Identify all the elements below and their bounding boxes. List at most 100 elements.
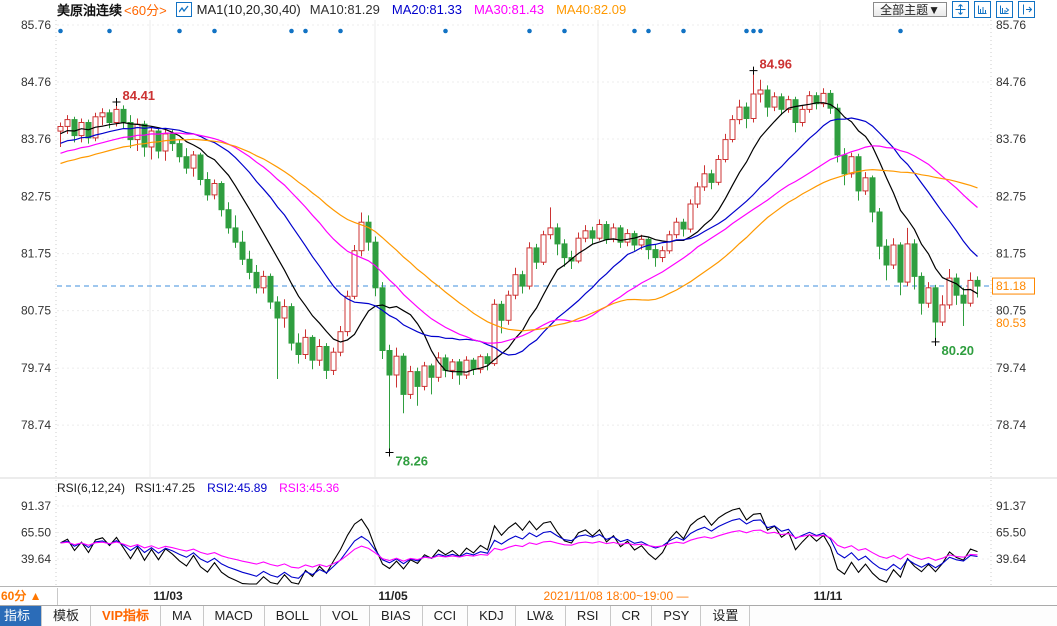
price-axis-label: 78.74 <box>996 418 1026 432</box>
toolbar-tab[interactable]: RSI <box>566 606 611 626</box>
toolbar-tab[interactable]: BIAS <box>370 606 423 626</box>
event-dot <box>338 28 343 34</box>
toolbar-tab[interactable]: LW& <box>516 606 566 626</box>
period-selector[interactable]: 60分 ▲ <box>0 588 58 605</box>
candle <box>862 177 869 192</box>
candle <box>491 303 498 365</box>
chart-header: 美原油连续 <60分> MA1(10,20,30,40) MA10:81.29 M… <box>57 1 638 18</box>
toolbar-tab[interactable]: MA <box>161 606 204 626</box>
candle <box>771 96 778 108</box>
toolbar-tab[interactable]: MACD <box>204 606 265 626</box>
candle <box>211 183 218 196</box>
candle <box>666 234 673 252</box>
candle <box>855 156 862 192</box>
toolbar-tab[interactable]: PSY <box>652 606 702 626</box>
candle <box>267 275 274 303</box>
ma-value-label: MA30:81.43 <box>473 2 545 17</box>
price-axis-label: 83.76 <box>21 132 51 146</box>
candle <box>631 233 638 246</box>
price-rsi-chart: 85.76 85.76 84.76 84.76 83.76 83.76 82.75 82.75… <box>0 18 1057 585</box>
candle <box>638 238 645 246</box>
candle <box>274 301 281 319</box>
candle <box>281 306 288 319</box>
candle <box>365 221 372 243</box>
zoom-vertical-icon[interactable] <box>974 1 991 18</box>
svg-text:81.18: 81.18 <box>996 279 1026 293</box>
candle <box>715 159 722 183</box>
rsi-header: RSI(6,12,24) RSI1:47.25 RSI2:45.89 RSI3:45… <box>57 481 351 495</box>
price-axis-label: 81.75 <box>21 247 51 261</box>
candle <box>400 355 407 395</box>
event-dot <box>562 28 567 34</box>
candle <box>435 357 442 378</box>
toolbar-tab[interactable]: 模板 <box>42 606 92 626</box>
candle <box>813 95 820 105</box>
toolbar-tab[interactable]: KDJ <box>468 606 516 626</box>
candle <box>421 365 428 387</box>
event-dot <box>527 28 532 34</box>
candle <box>386 350 393 376</box>
candle <box>463 359 470 376</box>
ma-value-label: MA20:81.33 <box>391 2 462 17</box>
toolbar-tab[interactable]: VOL <box>321 606 371 626</box>
ma-line <box>60 138 978 332</box>
candle <box>680 221 687 230</box>
time-label: 11/05 <box>378 589 408 603</box>
candle <box>778 96 785 110</box>
event-dot <box>177 28 182 34</box>
candle <box>904 243 911 283</box>
candle <box>617 227 624 243</box>
rsi-line <box>60 529 978 569</box>
candle <box>939 304 946 323</box>
shift-right-icon[interactable] <box>1018 1 1035 18</box>
extreme-marker <box>931 337 940 346</box>
toolbar-tab[interactable]: CR <box>611 606 653 626</box>
pan-crosshair-icon[interactable] <box>952 1 969 18</box>
candle <box>477 356 484 370</box>
event-dot <box>632 28 637 34</box>
indicator-chart-icon[interactable] <box>175 2 192 17</box>
candle <box>575 237 582 262</box>
candle <box>974 279 981 287</box>
toolbar-tab[interactable]: CCI <box>423 606 469 626</box>
candle <box>673 221 680 236</box>
candle <box>204 179 211 196</box>
zoom-horizontal-icon[interactable] <box>996 1 1013 18</box>
toolbar-tab[interactable]: 设置 <box>701 606 751 626</box>
time-axis: 60分 ▲ 11/03 11/05 2021/11/08 18:00~19:00 —… <box>0 586 1057 606</box>
theme-dropdown-button[interactable]: 全部主题▼ <box>873 2 947 17</box>
candle <box>148 130 155 148</box>
price-axis-label: 82.75 <box>996 190 1026 204</box>
candle <box>911 243 918 277</box>
candle <box>582 230 589 239</box>
candle <box>183 156 190 169</box>
toolbar-tab[interactable]: VIP指标 <box>91 606 161 626</box>
reference-price-label: 80.53 <box>996 316 1026 330</box>
day-separators <box>149 20 821 585</box>
svg-text:84.41: 84.41 <box>123 88 156 103</box>
candle <box>848 156 855 175</box>
candle <box>113 108 120 124</box>
event-dots <box>58 28 903 34</box>
event-dot <box>289 28 294 34</box>
candle <box>897 244 904 283</box>
toolbar-tab[interactable]: 指标 <box>0 606 43 626</box>
event-dot <box>744 28 749 34</box>
candle <box>316 346 323 361</box>
candle <box>295 342 302 356</box>
candle <box>918 275 925 304</box>
candle <box>540 234 547 263</box>
svg-text:78.26: 78.26 <box>396 454 429 469</box>
rsi-value-label: RSI2:45.89 <box>207 481 268 495</box>
rsi-lines <box>60 507 978 585</box>
candle <box>750 93 757 119</box>
candle <box>736 106 743 121</box>
period-label: <60分> <box>124 3 167 18</box>
candle <box>547 227 554 236</box>
candle <box>603 224 610 240</box>
candle <box>379 287 386 351</box>
ma-group-label: MA1(10,20,30,40) <box>196 2 301 17</box>
price-axis-label: 84.76 <box>996 75 1026 89</box>
toolbar-tab[interactable]: BOLL <box>265 606 322 626</box>
symbol-name: 美原油连续 <box>57 3 123 18</box>
